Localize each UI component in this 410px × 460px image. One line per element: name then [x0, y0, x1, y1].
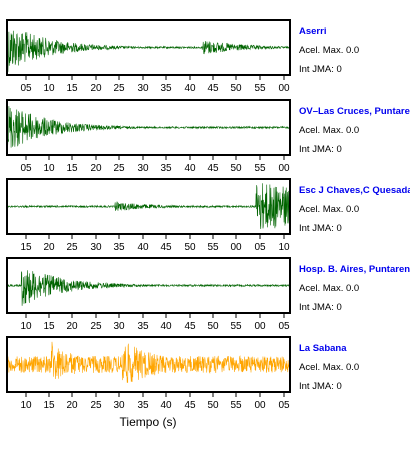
acel-max-label: Acel. Max. 0.0	[299, 283, 359, 294]
waveform-line	[7, 30, 290, 72]
station-name: Esc J Chaves,C Quesada	[299, 185, 410, 196]
x-tick-label: 50	[184, 242, 196, 253]
acel-max-label: Acel. Max. 0.0	[299, 362, 359, 373]
x-tick-label: 30	[90, 242, 102, 253]
x-tick-label: 15	[66, 163, 78, 174]
int-jma-label: Int JMA: 0	[299, 381, 342, 392]
x-tick-label: 40	[184, 83, 196, 94]
x-tick-label: 35	[137, 400, 149, 411]
x-tick-label: 25	[90, 400, 102, 411]
x-tick-label: 05	[278, 321, 290, 332]
station-name: La Sabana	[299, 343, 347, 354]
panel-5: 10 15 20 25 30 35 40 45 50 55 00 05 La Sabana Acel. M…	[6, 336, 359, 411]
x-tick-label: 00	[278, 163, 290, 174]
x-tick-label: 25	[113, 83, 125, 94]
panel-4: 10 15 20 25 30 35 40 45 50 55 00 05 Hosp. B. Aires, …	[6, 257, 410, 332]
x-tick-label: 25	[113, 163, 125, 174]
panel-3: 15 20 25 30 35 40 45 50 55 00 05 10 Esc J Chaves,C Q…	[6, 178, 410, 253]
x-tick-label: 30	[113, 400, 125, 411]
x-tick-label: 00	[278, 83, 290, 94]
waveform-line	[7, 341, 290, 383]
panel-frame	[6, 257, 291, 314]
x-tick-label: 15	[43, 400, 55, 411]
x-tick-label: 50	[230, 163, 242, 174]
station-name: Aserri	[299, 26, 326, 37]
acel-max-label: Acel. Max. 0.0	[299, 45, 359, 56]
x-tick-label: 55	[254, 83, 266, 94]
panel-2: 05 10 15 20 25 30 35 40 45 50 55 00 OV–Las Cruces, P…	[6, 99, 410, 174]
x-tick-label: 20	[90, 163, 102, 174]
waveform-line	[7, 106, 290, 151]
int-jma-label: Int JMA: 0	[299, 64, 342, 75]
x-tick-label: 10	[278, 242, 290, 253]
x-tick-label: 55	[207, 242, 219, 253]
x-tick-label: 55	[230, 400, 242, 411]
x-tick-label: 35	[113, 242, 125, 253]
x-tick-label: 55	[254, 163, 266, 174]
int-jma-label: Int JMA: 0	[299, 302, 342, 313]
x-tick-label: 45	[160, 242, 172, 253]
acel-max-label: Acel. Max. 0.0	[299, 204, 359, 215]
x-tick-label: 00	[254, 321, 266, 332]
x-tick-label: 20	[66, 400, 78, 411]
x-tick-label: 35	[137, 321, 149, 332]
x-tick-label: 35	[160, 83, 172, 94]
station-name: OV–Las Cruces, Puntarenas	[299, 106, 410, 117]
int-jma-label: Int JMA: 0	[299, 223, 342, 234]
station-name: Hosp. B. Aires, Puntarenas	[299, 264, 410, 275]
x-tick-label: 30	[113, 321, 125, 332]
x-axis-label: Tiempo (s)	[120, 415, 177, 429]
x-tick-label: 10	[20, 400, 32, 411]
x-tick-label: 50	[207, 400, 219, 411]
x-tick-label: 15	[66, 83, 78, 94]
x-tick-label: 15	[20, 242, 32, 253]
x-tick-label: 05	[254, 242, 266, 253]
x-tick-label: 50	[207, 321, 219, 332]
panel-frame	[6, 19, 291, 76]
waveform-line	[7, 183, 290, 229]
x-tick-label: 20	[66, 321, 78, 332]
panel-frame	[6, 178, 291, 235]
x-tick-label: 45	[207, 83, 219, 94]
x-tick-label: 40	[160, 400, 172, 411]
x-tick-label: 40	[137, 242, 149, 253]
x-tick-label: 15	[43, 321, 55, 332]
panel-frame	[6, 336, 291, 393]
x-tick-label: 05	[20, 163, 32, 174]
x-tick-label: 45	[184, 321, 196, 332]
x-tick-label: 05	[20, 83, 32, 94]
x-tick-label: 25	[90, 321, 102, 332]
x-tick-label: 30	[137, 83, 149, 94]
x-tick-label: 00	[230, 242, 242, 253]
panel-frame	[6, 99, 291, 156]
x-tick-label: 20	[90, 83, 102, 94]
x-tick-label: 10	[43, 83, 55, 94]
x-tick-label: 50	[230, 83, 242, 94]
x-tick-label: 55	[230, 321, 242, 332]
x-tick-label: 20	[43, 242, 55, 253]
x-tick-label: 10	[43, 163, 55, 174]
int-jma-label: Int JMA: 0	[299, 144, 342, 155]
x-tick-label: 05	[278, 400, 290, 411]
x-tick-label: 45	[184, 400, 196, 411]
x-tick-label: 40	[160, 321, 172, 332]
x-tick-label: 45	[207, 163, 219, 174]
x-tick-label: 00	[254, 400, 266, 411]
acel-max-label: Acel. Max. 0.0	[299, 125, 359, 136]
waveform-line	[7, 270, 290, 306]
x-tick-label: 30	[137, 163, 149, 174]
x-tick-label: 25	[66, 242, 78, 253]
panel-1: 05 10 15 20 25 30 35 40 45 50 55 00 Aserri Acel. Max.…	[6, 19, 359, 94]
x-tick-label: 10	[20, 321, 32, 332]
x-tick-label: 35	[160, 163, 172, 174]
x-tick-label: 40	[184, 163, 196, 174]
